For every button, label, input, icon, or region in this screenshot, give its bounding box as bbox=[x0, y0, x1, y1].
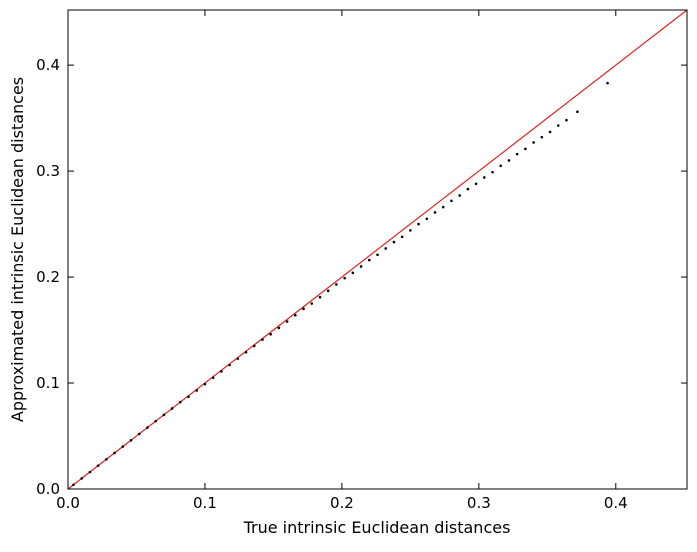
y-tick-label: 0.1 bbox=[36, 374, 60, 392]
plot-frame bbox=[67, 9, 688, 490]
data-point bbox=[294, 313, 297, 317]
data-point bbox=[310, 302, 314, 305]
data-point bbox=[326, 289, 330, 293]
y-tick-label: 0.0 bbox=[36, 480, 60, 498]
data-point bbox=[417, 222, 420, 226]
data-point bbox=[80, 477, 83, 480]
data-point bbox=[220, 370, 223, 373]
y-tick-label: 0.4 bbox=[36, 56, 60, 74]
data-point bbox=[524, 147, 527, 151]
data-point bbox=[96, 464, 100, 467]
data-point bbox=[154, 419, 157, 423]
data-point bbox=[409, 229, 412, 232]
data-point bbox=[178, 400, 182, 404]
data-point bbox=[474, 182, 478, 186]
data-point bbox=[129, 438, 133, 442]
x-axis-ticks: 0.0 0.1 0.2 0.3 0.4 bbox=[56, 10, 628, 512]
x-tick-label: 0.4 bbox=[604, 494, 628, 512]
data-point bbox=[170, 407, 174, 410]
data-point bbox=[343, 276, 346, 280]
data-point bbox=[269, 332, 272, 336]
data-point bbox=[318, 295, 322, 299]
data-point bbox=[335, 283, 338, 286]
data-point bbox=[376, 253, 379, 257]
data-point bbox=[88, 470, 92, 474]
data-point bbox=[359, 265, 363, 268]
data-point bbox=[146, 426, 149, 429]
data-point bbox=[392, 240, 396, 244]
x-tick-label: 0.1 bbox=[193, 494, 217, 512]
data-point bbox=[450, 199, 453, 203]
data-point bbox=[113, 451, 116, 455]
y-tick-label: 0.3 bbox=[36, 162, 60, 180]
data-point bbox=[302, 307, 305, 311]
data-point bbox=[441, 205, 445, 209]
data-point bbox=[433, 211, 437, 214]
data-point bbox=[72, 483, 75, 487]
data-point bbox=[137, 432, 141, 436]
data-point bbox=[400, 235, 404, 239]
data-point bbox=[277, 326, 281, 330]
data-point bbox=[491, 170, 494, 174]
data-point bbox=[236, 357, 240, 360]
data-point bbox=[425, 217, 429, 221]
data-point bbox=[565, 118, 568, 122]
data-point bbox=[466, 187, 470, 191]
data-point bbox=[351, 271, 355, 275]
data-points-layer bbox=[72, 81, 609, 487]
data-point bbox=[499, 164, 503, 168]
data-point bbox=[244, 350, 248, 354]
data-point bbox=[252, 344, 256, 348]
data-point bbox=[195, 389, 199, 392]
x-tick-label: 0.0 bbox=[56, 494, 80, 512]
y-axis-label: Approximated intrinsic Euclidean distanc… bbox=[8, 77, 27, 422]
data-point bbox=[203, 382, 207, 386]
data-point bbox=[121, 445, 125, 448]
data-point bbox=[211, 376, 215, 380]
data-point bbox=[548, 130, 552, 134]
data-point bbox=[384, 247, 388, 250]
data-point bbox=[576, 110, 579, 114]
data-point bbox=[606, 81, 609, 85]
data-point bbox=[532, 141, 535, 144]
data-point bbox=[105, 458, 108, 461]
data-point bbox=[285, 320, 289, 323]
data-point bbox=[162, 413, 166, 417]
data-point bbox=[483, 176, 486, 179]
data-point bbox=[228, 363, 231, 367]
x-tick-label: 0.3 bbox=[467, 494, 491, 512]
x-tick-label: 0.2 bbox=[330, 494, 354, 512]
data-point bbox=[261, 338, 264, 341]
data-point bbox=[458, 194, 461, 197]
data-point bbox=[515, 152, 519, 156]
y-tick-label: 0.2 bbox=[36, 268, 60, 286]
data-point bbox=[367, 258, 371, 262]
data-point bbox=[540, 135, 544, 139]
data-point bbox=[507, 159, 511, 162]
y-axis-ticks: 0.0 0.1 0.2 0.3 0.4 bbox=[36, 56, 687, 498]
data-point bbox=[556, 124, 560, 127]
data-point bbox=[187, 395, 190, 399]
x-axis-label: True intrinsic Euclidean distances bbox=[243, 518, 511, 537]
